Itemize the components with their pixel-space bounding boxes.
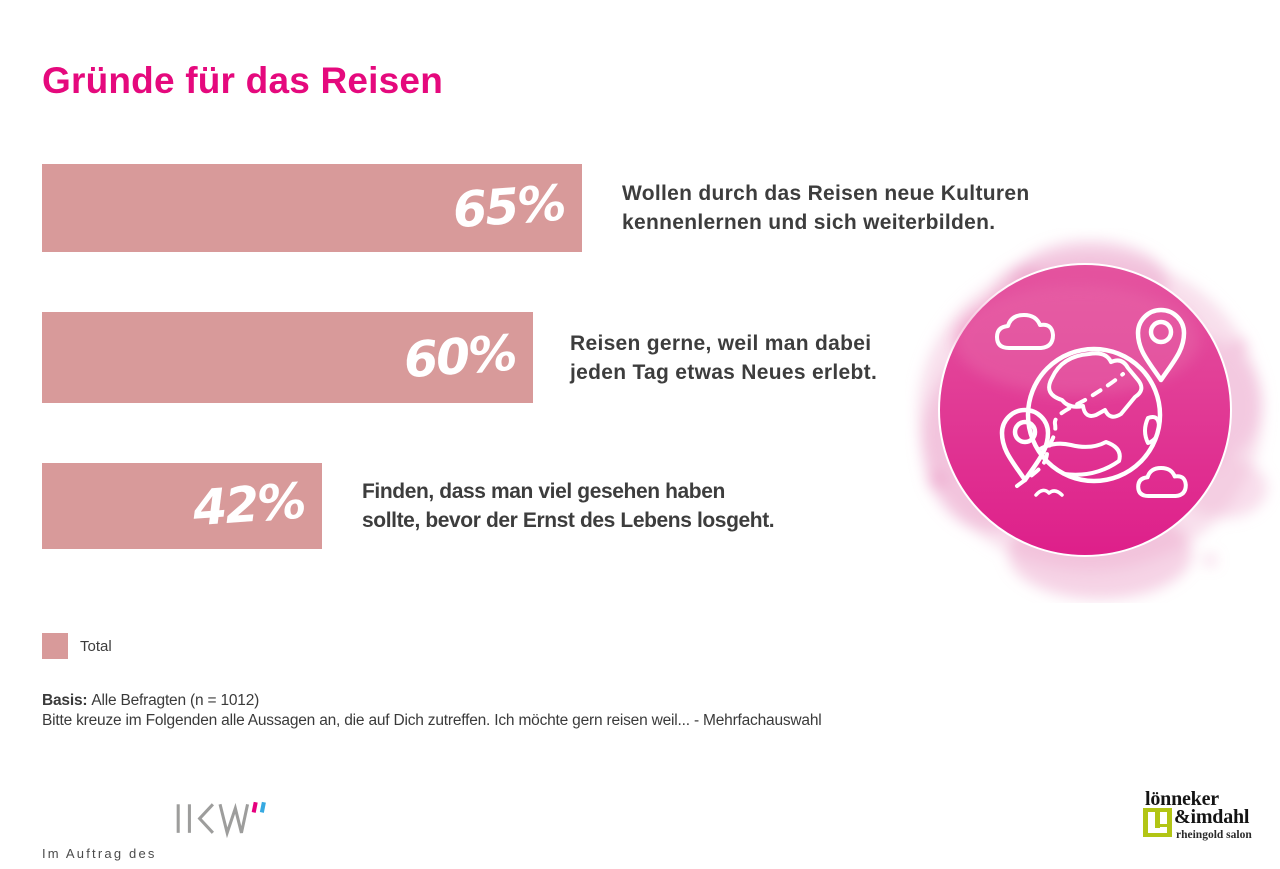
bar-0: 65% <box>42 164 582 252</box>
agency-logo: lönneker &imdahl rheingold salon <box>1143 788 1253 862</box>
legend-swatch-total <box>42 633 68 659</box>
travel-globe-illustration <box>918 241 1267 599</box>
page-title: Gründe für das Reisen <box>42 60 444 101</box>
agency-logo-green-square-icon <box>1143 808 1172 837</box>
legend: Total <box>42 633 112 659</box>
bar-0-value-label: 65% <box>450 174 566 240</box>
location-pin-icon-left <box>999 407 1051 483</box>
footnote-basis-line: Basis: Alle Befragten (n = 1012) <box>42 691 822 711</box>
bar-1-value-label: 60% <box>401 324 517 389</box>
footnote: Basis: Alle Befragten (n = 1012) Bitte kr… <box>42 691 822 730</box>
ikw-quote-blue <box>259 801 266 813</box>
ikw-logo <box>176 801 266 839</box>
bar-2-description-line2: sollte, bevor der Ernst des Lebens losge… <box>362 509 775 532</box>
agency-logo-line2: &imdahl <box>1174 806 1250 828</box>
commissioned-by-label: Im Auftrag des <box>42 846 157 861</box>
bar-0-description: Wollen durch das Reisen neue Kulturen ke… <box>622 179 1029 237</box>
bar-1-description: Reisen gerne, weil man dabei jeden Tag e… <box>570 329 877 387</box>
footnote-question-line: Bitte kreuze im Folgenden alle Aussagen … <box>42 711 822 729</box>
dashed-route <box>1015 372 1125 488</box>
location-pin-icon-top-right <box>1135 307 1187 383</box>
footnote-basis-value: Alle Befragten (n = 1012) <box>91 692 260 709</box>
bar-1-description-line2: jeden Tag etwas Neues erlebt. <box>570 361 878 384</box>
footnote-basis-label: Basis: <box>42 692 88 709</box>
agency-logo-line3: rheingold salon <box>1176 829 1252 841</box>
bird-icon <box>1034 488 1064 497</box>
bar-0-description-line2: kennenlernen und sich weiterbilden. <box>622 211 996 234</box>
ikw-quote-pink <box>251 801 258 813</box>
bar-0-description-line1: Wollen durch das Reisen neue Kulturen <box>622 182 1030 205</box>
bar-2-description-line1: Finden, dass man viel gesehen haben <box>362 480 725 503</box>
bar-2-description: Finden, dass man viel gesehen haben soll… <box>362 477 775 535</box>
bar-1-description-line1: Reisen gerne, weil man dabei <box>570 332 872 355</box>
bar-2-value-label: 42% <box>190 472 306 538</box>
agency-logo-line1: lönneker <box>1145 788 1219 810</box>
bar-1: 60% <box>42 312 533 403</box>
bar-2: 42% <box>42 463 322 549</box>
globe-icon <box>1025 346 1163 484</box>
legend-label-total: Total <box>80 637 112 655</box>
